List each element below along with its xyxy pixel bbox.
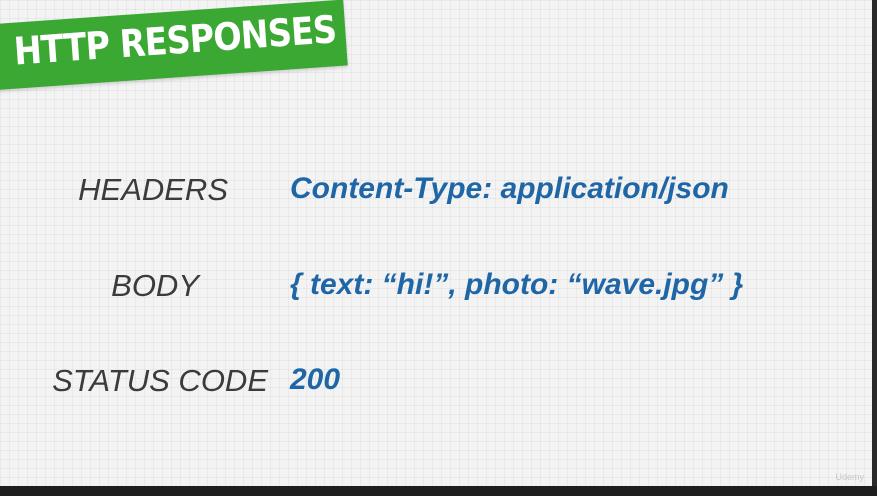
right-edge-bar xyxy=(872,0,877,496)
bottom-edge-bar xyxy=(0,486,877,496)
body-value: { text: “hi!”, photo: “wave.jpg” } xyxy=(290,268,744,301)
body-label: BODY xyxy=(111,268,199,303)
headers-label: HEADERS xyxy=(78,172,228,207)
status-code-value: 200 xyxy=(290,363,341,396)
title-banner: HTTP RESPONSES xyxy=(0,0,348,90)
udemy-watermark: Udemy xyxy=(835,472,864,482)
slide-title: HTTP RESPONSES xyxy=(12,7,338,74)
status-code-label: STATUS CODE xyxy=(52,363,268,398)
slide: HTTP RESPONSES HEADERS Content-Type: app… xyxy=(0,0,872,486)
headers-value: Content-Type: application/json xyxy=(290,172,729,205)
